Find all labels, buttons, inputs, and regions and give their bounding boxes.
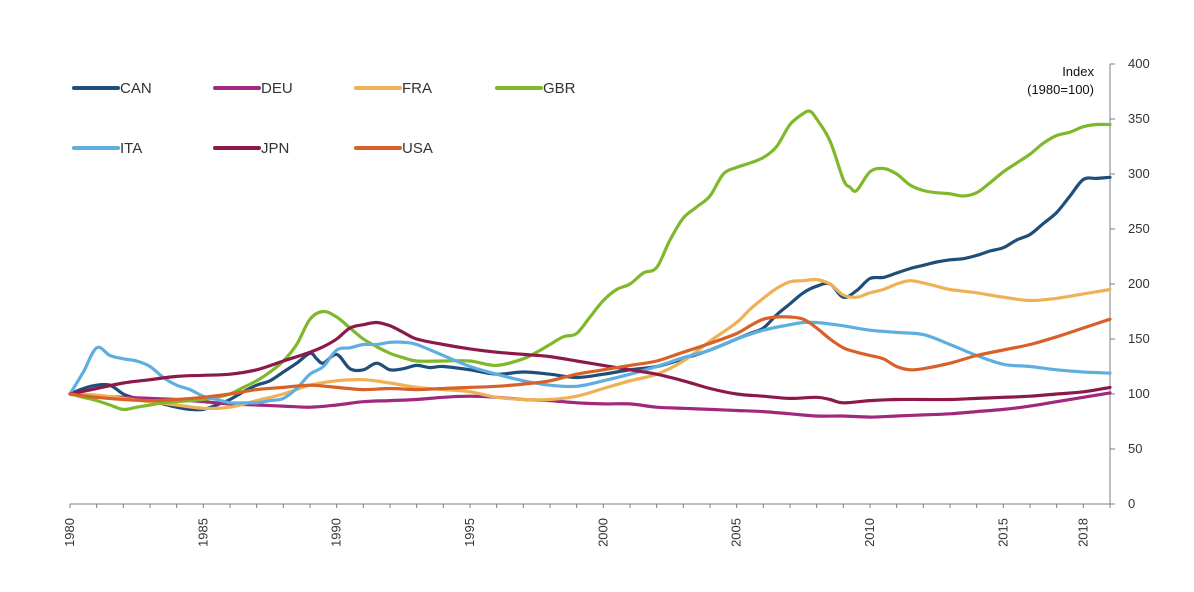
series-line-jpn: [68, 320, 1112, 405]
y-tick-label: 100: [1128, 386, 1150, 401]
x-tick-label: 1995: [462, 518, 477, 547]
x-tick-label: 2015: [995, 518, 1010, 547]
legend-label-ita: ITA: [120, 140, 142, 157]
axes: [70, 64, 1111, 505]
x-tick-label: 2000: [595, 518, 610, 547]
y-tick-label: 400: [1128, 56, 1150, 71]
x-tick-label: 2018: [1075, 518, 1090, 547]
series-line-fra: [68, 277, 1112, 411]
y-tick-label: 300: [1128, 166, 1150, 181]
y-axis-ticks: 0 50 100 150 200 250 300 350 400: [1110, 56, 1150, 511]
y-tick-label: 350: [1128, 111, 1150, 126]
x-tick-label: 1980: [62, 518, 77, 547]
x-tick-label: 1990: [329, 518, 344, 547]
legend-label-gbr: GBR: [543, 80, 576, 97]
x-tick-label: 2005: [729, 518, 744, 547]
series-line-usa: [68, 315, 1112, 403]
legend-label-usa: USA: [402, 140, 433, 157]
x-tick-label: 2010: [862, 518, 877, 547]
y-tick-label: 200: [1128, 276, 1150, 291]
y-tick-label: 0: [1128, 496, 1135, 511]
y-tick-label: 50: [1128, 441, 1142, 456]
series-line-gbr: [68, 109, 1112, 412]
legend-label-can: CAN: [120, 80, 152, 97]
x-tick-label: 1985: [195, 518, 210, 547]
y-tick-label: 150: [1128, 331, 1150, 346]
legend-label-deu: DEU: [261, 80, 293, 97]
y-tick-label: 250: [1128, 221, 1150, 236]
y-unit-label-line2: (1980=100): [1027, 82, 1094, 97]
y-unit-label-line1: Index: [1062, 64, 1094, 79]
legend: CAN DEU FRA GBR ITA JPN USA: [72, 80, 576, 157]
series-lines: [68, 109, 1112, 419]
series-line-ita: [68, 320, 1112, 405]
legend-label-jpn: JPN: [261, 140, 289, 157]
legend-label-fra: FRA: [402, 80, 432, 97]
x-axis-ticks: 1980 1985 1990 1995 2000 2005 2010 2015 2018: [62, 504, 1111, 547]
